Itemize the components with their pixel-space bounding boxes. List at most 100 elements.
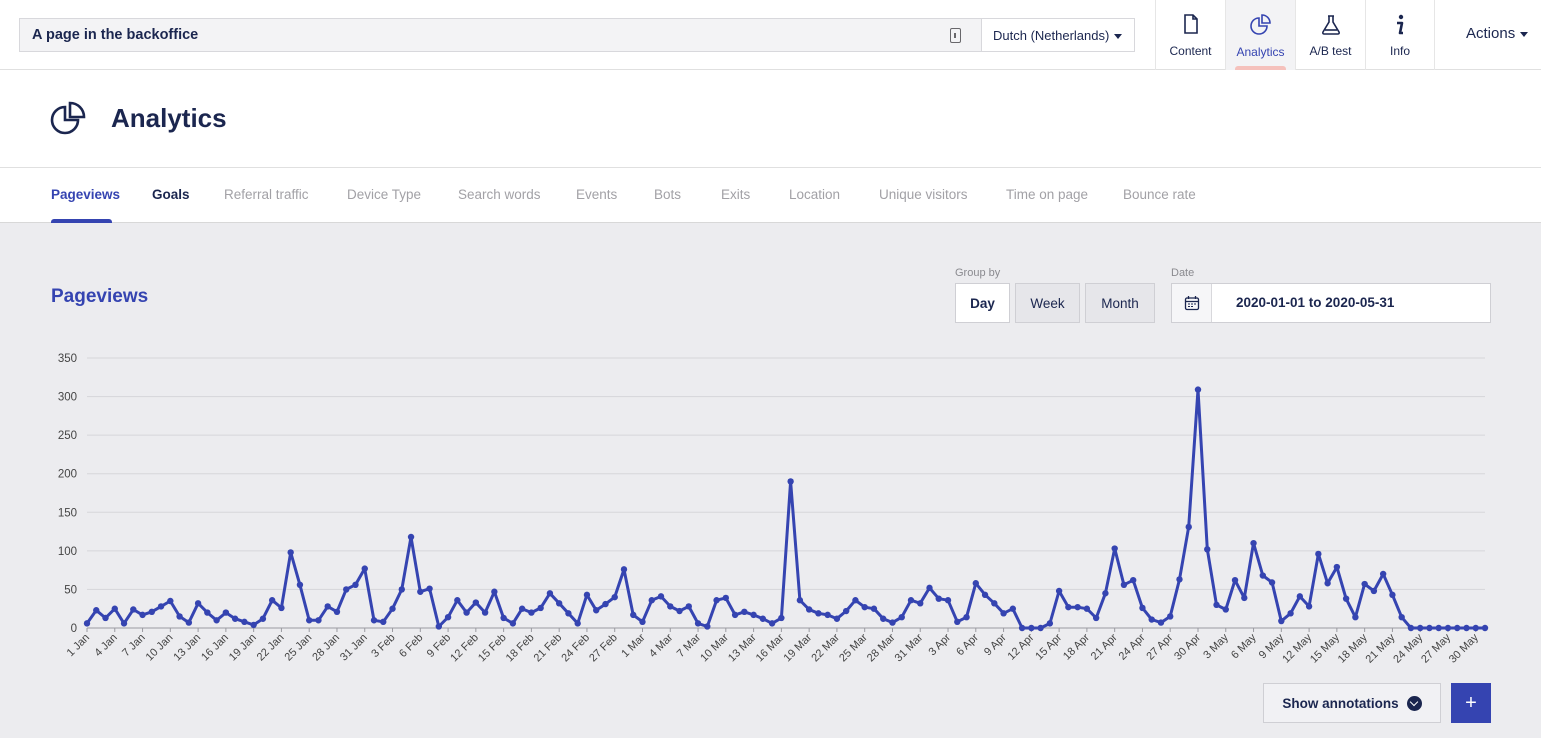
app-label: Analytics	[1236, 45, 1285, 59]
data-point	[880, 615, 887, 622]
x-tick-label: 27 Feb	[587, 632, 620, 665]
data-point	[555, 600, 563, 607]
data-point	[1407, 624, 1415, 632]
data-point	[333, 608, 341, 615]
data-point	[648, 597, 655, 604]
x-tick-label: 4 Jan	[92, 632, 120, 660]
add-annotation-button[interactable]: +	[1451, 683, 1491, 723]
data-point	[787, 478, 794, 485]
data-point	[241, 618, 248, 626]
data-point	[259, 615, 267, 622]
data-point	[1102, 590, 1109, 597]
data-point	[713, 597, 720, 604]
y-tick-label: 50	[64, 584, 77, 596]
group-month-button[interactable]: Month	[1085, 283, 1155, 323]
data-point	[1139, 604, 1146, 612]
data-point	[1342, 595, 1350, 602]
tab-exits[interactable]: Exits	[721, 187, 751, 202]
data-point	[898, 614, 905, 621]
data-point	[352, 581, 359, 588]
data-point	[1176, 576, 1183, 583]
app-content[interactable]: Content	[1155, 0, 1225, 70]
data-point	[1296, 593, 1304, 600]
data-point	[1435, 624, 1442, 632]
data-point	[1241, 594, 1248, 602]
data-point	[1213, 601, 1220, 609]
app-info[interactable]: Info	[1365, 0, 1435, 70]
data-point	[518, 605, 526, 612]
data-point	[491, 588, 498, 595]
data-point	[1454, 624, 1461, 632]
tab-search-words[interactable]: Search words	[458, 187, 541, 202]
language-dropdown[interactable]: Dutch (Netherlands)	[981, 18, 1135, 52]
data-point	[731, 611, 739, 619]
date-range-value: 2020-01-01 to 2020-05-31	[1236, 295, 1395, 310]
data-point	[426, 585, 433, 592]
page-name-field[interactable]: A page in the backoffice	[19, 18, 981, 52]
tab-pageviews[interactable]: Pageviews	[51, 187, 121, 202]
data-point	[1037, 624, 1044, 632]
y-tick-label: 200	[58, 469, 77, 481]
data-point	[1000, 610, 1007, 617]
tab-events[interactable]: Events	[576, 187, 618, 202]
group-week-button[interactable]: Week	[1015, 283, 1080, 323]
x-tick-label: 25 Jan	[282, 632, 314, 664]
tab-bots[interactable]: Bots	[654, 187, 682, 202]
x-tick-label: 31 Mar	[893, 631, 926, 664]
date-range-picker[interactable]: 2020-01-01 to 2020-05-31	[1171, 283, 1491, 323]
data-point	[1185, 523, 1192, 531]
app-ab-test[interactable]: A/B test	[1295, 0, 1365, 70]
x-tick-label: 21 Feb	[532, 632, 565, 665]
tab-bounce-rate[interactable]: Bounce rate	[1123, 187, 1196, 202]
data-point	[722, 594, 730, 602]
x-tick-label: 16 Mar	[754, 631, 787, 664]
data-point	[204, 609, 211, 616]
actions-menu[interactable]: Actions	[1466, 25, 1529, 42]
data-point	[907, 597, 915, 604]
x-tick-label: 10 Jan	[144, 632, 176, 664]
tab-location[interactable]: Location	[789, 187, 841, 202]
data-point	[167, 597, 174, 605]
tab-device-type[interactable]: Device Type	[347, 187, 422, 202]
y-tick-label: 300	[58, 392, 77, 404]
tab-unique-visitors[interactable]: Unique visitors	[879, 187, 968, 202]
y-tick-label: 350	[58, 353, 77, 365]
show-annotations-button[interactable]: Show annotations	[1263, 683, 1441, 723]
app-label: Content	[1169, 44, 1212, 58]
document-icon	[1183, 14, 1198, 34]
active-tab-indicator	[51, 219, 112, 223]
app-switcher: Content Analytics A/B test Info	[1155, 0, 1435, 70]
data-point	[963, 614, 970, 621]
active-indicator	[1235, 66, 1286, 70]
tab-time-on-page[interactable]: Time on page	[1006, 187, 1089, 202]
data-point	[1120, 581, 1128, 588]
data-point	[157, 603, 165, 610]
x-tick-label: 24 Apr	[1117, 631, 1148, 662]
x-tick-label: 19 Mar	[782, 631, 815, 664]
data-point	[611, 593, 618, 601]
lock-icon[interactable]	[950, 28, 961, 43]
x-tick-label: 18 May	[1336, 631, 1370, 665]
app-analytics[interactable]: Analytics	[1225, 0, 1295, 70]
data-point	[343, 586, 350, 593]
app-label: Info	[1389, 44, 1410, 58]
data-point	[176, 613, 183, 620]
date-label: Date	[1171, 267, 1195, 279]
x-tick-label: 27 Apr	[1144, 631, 1175, 662]
data-point	[1416, 624, 1424, 632]
top-bar: A page in the backoffice Dutch (Netherla…	[0, 0, 1541, 70]
data-point	[657, 593, 665, 600]
calendar-icon[interactable]	[1172, 284, 1212, 322]
data-point	[324, 603, 331, 610]
data-point	[1389, 591, 1396, 599]
data-point	[1361, 580, 1368, 588]
tab-referral-traffic[interactable]: Referral traffic	[224, 187, 309, 202]
data-point	[1065, 603, 1072, 611]
info-icon	[1397, 14, 1404, 35]
data-point	[213, 617, 220, 624]
x-tick-label: 28 Mar	[865, 631, 898, 664]
data-point	[917, 600, 924, 607]
data-point	[1352, 614, 1359, 621]
tab-goals[interactable]: Goals	[152, 187, 190, 202]
group-day-button[interactable]: Day	[955, 283, 1010, 323]
